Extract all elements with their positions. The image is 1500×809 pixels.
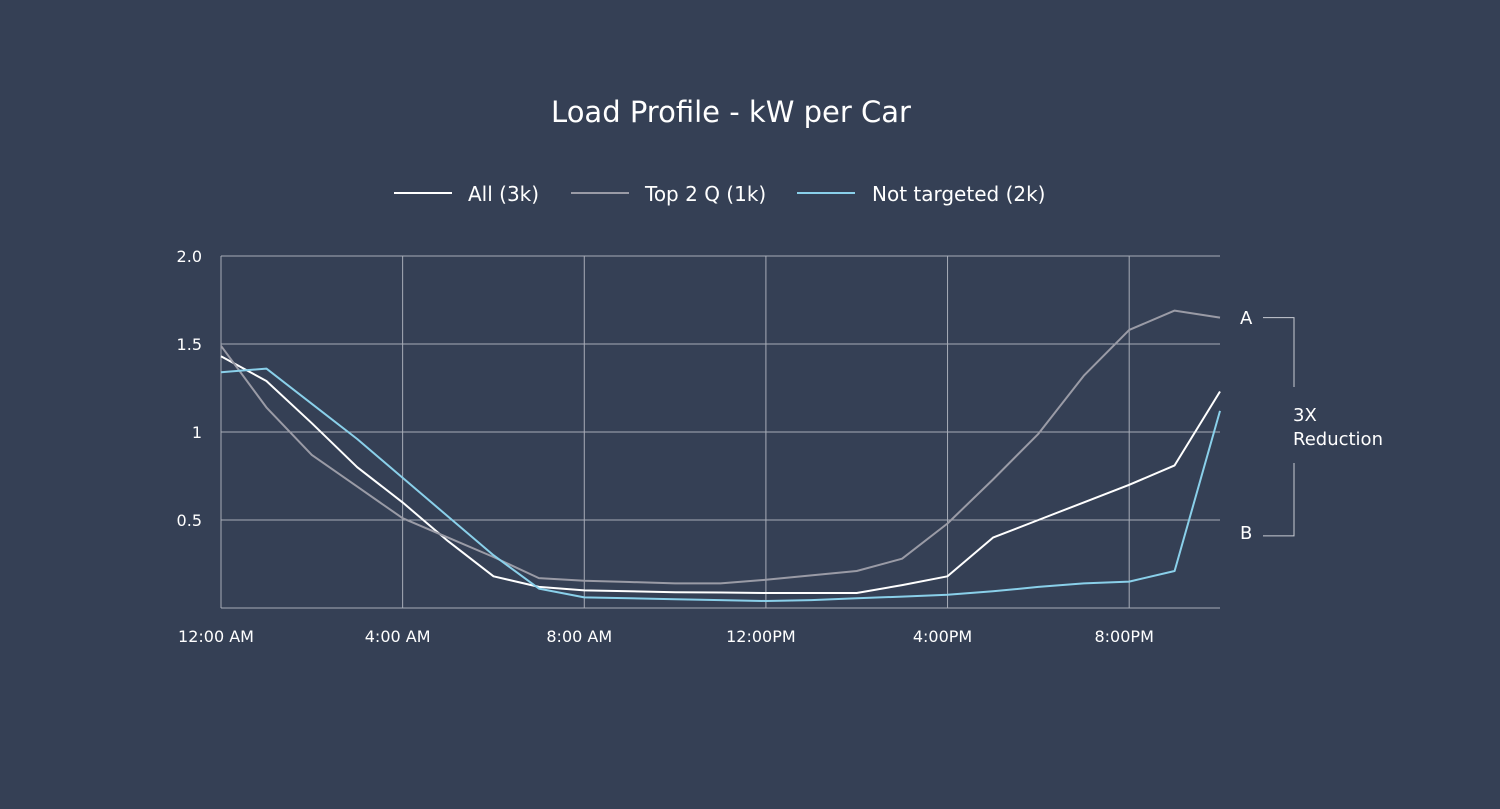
legend-label-1: Top 2 Q (1k) (644, 182, 766, 206)
annotation-label-b: B (1240, 523, 1252, 544)
annotation-label-a: A (1240, 308, 1253, 329)
reduction-annotation: A B 3X Reduction (1240, 308, 1383, 544)
grid (220, 255, 1220, 609)
series-lines (220, 309, 1221, 602)
series-line-2 (220, 367, 1221, 602)
legend-label-0: All (3k) (468, 182, 539, 206)
chart-title: Load Profile - kW per Car (551, 95, 911, 129)
annotation-reduction-line2: Reduction (1293, 429, 1383, 450)
annotation-reduction-line1: 3X (1293, 405, 1317, 426)
series-line-0 (220, 355, 1221, 594)
x-tick-label: 8:00PM (1094, 627, 1153, 646)
y-axis-labels: 0.5 1 1.5 2.0 (177, 247, 202, 530)
x-tick-label: 8:00 AM (546, 627, 612, 646)
legend: All (3k) Top 2 Q (1k) Not targeted (2k) (394, 182, 1045, 206)
annotation-bracket (1263, 317, 1295, 537)
x-tick-label: 12:00PM (726, 627, 796, 646)
y-tick-label: 2.0 (177, 247, 202, 266)
y-tick-label: 0.5 (177, 511, 202, 530)
legend-label-2: Not targeted (2k) (872, 182, 1045, 206)
y-tick-label: 1 (192, 423, 202, 442)
y-tick-label: 1.5 (177, 335, 202, 354)
bracket-bottom (1263, 463, 1295, 537)
series-line-1 (220, 309, 1221, 585)
x-tick-label: 4:00PM (913, 627, 972, 646)
x-axis-labels: 12:00 AM 4:00 AM 8:00 AM 12:00PM 4:00PM 8:00P… (178, 627, 1154, 646)
x-tick-label: 4:00 AM (365, 627, 431, 646)
x-tick-label: 12:00 AM (178, 627, 254, 646)
bracket-top (1263, 317, 1295, 387)
